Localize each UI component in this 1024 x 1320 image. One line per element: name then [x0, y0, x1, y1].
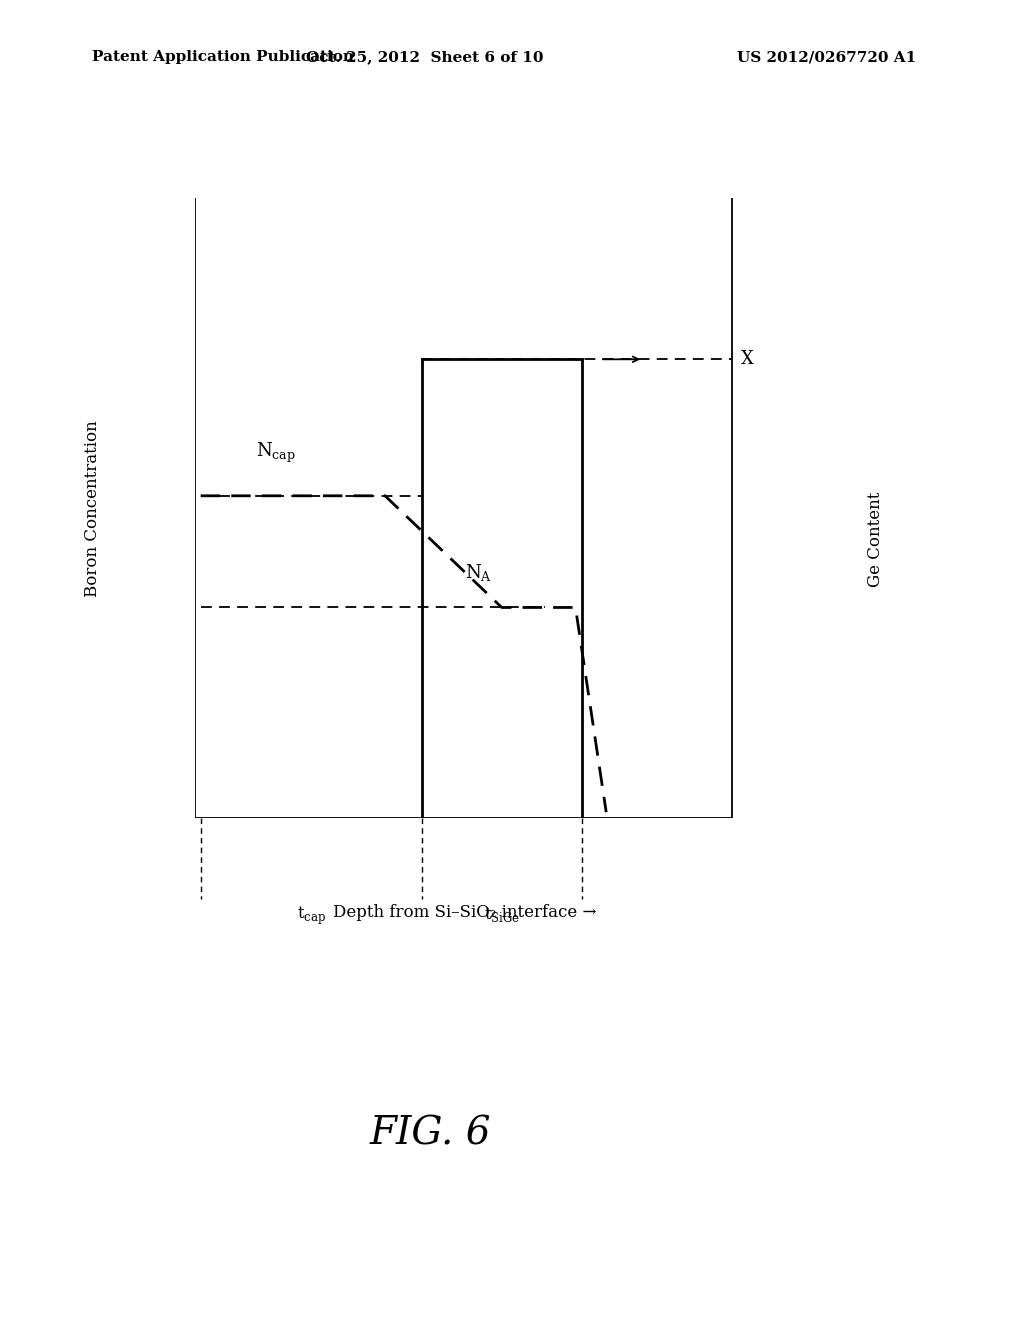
Text: Depth from Si–SiO₂ interface →: Depth from Si–SiO₂ interface →: [333, 904, 597, 921]
Text: N$_{\mathregular{cap}}$: N$_{\mathregular{cap}}$: [256, 441, 296, 465]
Text: FIG. 6: FIG. 6: [370, 1115, 490, 1152]
Text: Oct. 25, 2012  Sheet 6 of 10: Oct. 25, 2012 Sheet 6 of 10: [306, 50, 544, 65]
Text: t$_{\mathregular{SiGe}}$: t$_{\mathregular{SiGe}}$: [483, 906, 520, 924]
Text: Patent Application Publication: Patent Application Publication: [92, 50, 354, 65]
Text: Ge Content: Ge Content: [867, 491, 884, 587]
Text: N$_{\mathregular{A}}$: N$_{\mathregular{A}}$: [465, 561, 493, 582]
Text: X: X: [741, 350, 755, 368]
Text: Boron Concentration: Boron Concentration: [84, 420, 100, 597]
Text: t$_{\mathregular{cap}}$: t$_{\mathregular{cap}}$: [297, 906, 326, 928]
Text: US 2012/0267720 A1: US 2012/0267720 A1: [737, 50, 916, 65]
